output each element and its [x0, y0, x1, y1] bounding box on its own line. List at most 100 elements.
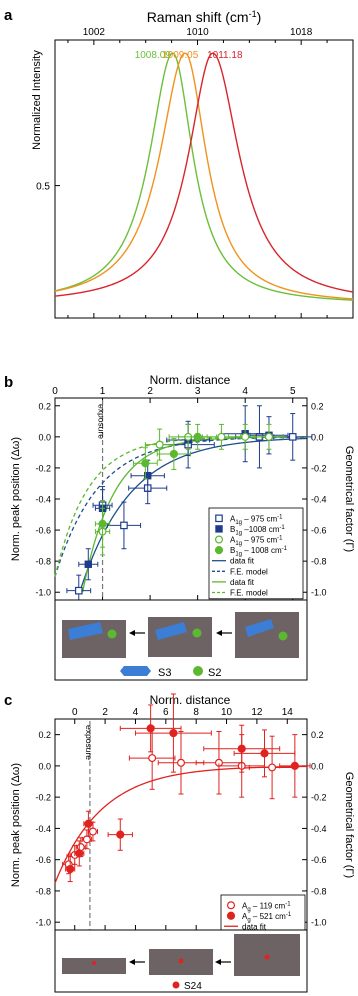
legend-box — [208, 507, 304, 600]
inset-b-s3-shape-1 — [68, 622, 103, 640]
legend-label: A1g – 975 cm-1 — [230, 514, 283, 526]
x-tick-label: 6 — [163, 707, 169, 718]
panel-b-ylabel-right: Geometrical factor (Γ) — [343, 446, 355, 552]
data-point — [241, 432, 250, 441]
panel-b: b Norm. distance Norm. peak position (Δω… — [4, 373, 355, 681]
data-point — [116, 830, 125, 839]
legend-label: data fit — [230, 578, 255, 587]
peak-label-1008.09: 1008.09 — [135, 50, 172, 61]
inset-c-arrow-1 — [129, 959, 145, 965]
legend-marker — [215, 535, 224, 544]
x-tick-label: 2 — [102, 707, 108, 718]
y-tick-label-right: -0.4 — [311, 824, 327, 834]
x-tick-label: 10 — [221, 707, 233, 718]
x-tick-label: 1 — [100, 386, 106, 397]
y-tick-label-right: -0.4 — [311, 495, 327, 505]
y-tick-label-left: 0.0 — [38, 761, 51, 771]
y-tick-label-right: -0.6 — [311, 855, 327, 865]
legend-label: A1g – 975 cm-1 — [230, 536, 283, 548]
inset-b-legend-s2-dot — [193, 666, 203, 676]
panel-c-ylabel-right: Geometrical factor (Γ) — [343, 772, 355, 878]
y-tick-label-left: 0.0 — [38, 432, 51, 442]
y-tick-label-left: 0.2 — [38, 730, 51, 740]
data-point — [169, 449, 178, 459]
y-tick-label: 0.5 — [36, 182, 50, 193]
data-point — [66, 864, 75, 874]
legend-marker — [215, 525, 223, 533]
inset-b-s2-dot-3 — [278, 631, 288, 641]
y-tick-label-right: 0.0 — [311, 432, 324, 442]
inset-c-dot-2 — [178, 958, 184, 964]
legend-label: B1g –1008 cm-1 — [230, 525, 285, 537]
inset-b-flake-3 — [235, 612, 299, 658]
data-point — [74, 586, 83, 595]
panel-c-letter: c — [4, 692, 12, 709]
legend-label: Ag – 521 cm-1 — [242, 912, 292, 924]
y-tick-label-right: -0.8 — [311, 886, 327, 896]
exposure-label: exposure — [97, 404, 107, 439]
panel-c-ylabel-left: Norm. peak position (Δω) — [10, 763, 22, 887]
inset-b-arrow-2 — [216, 630, 232, 636]
x-tick-label: 3 — [195, 386, 201, 397]
x-tick-label: 1002 — [83, 27, 106, 38]
data-point — [148, 754, 157, 763]
y-tick-label-right: 0.2 — [311, 730, 324, 740]
x-tick-label: 4 — [242, 386, 248, 397]
y-tick-label-right: -1.0 — [311, 918, 327, 928]
legend-label: data fit — [242, 922, 267, 931]
y-tick-label-left: -0.4 — [35, 495, 51, 505]
legend-label: Ag – 119 cm-1 — [242, 901, 291, 913]
panel-a-letter: a — [4, 7, 13, 24]
x-tick-label: 14 — [282, 707, 294, 718]
y-tick-label-left: -0.2 — [35, 463, 51, 473]
inset-b-arrow-1 — [129, 630, 145, 636]
y-tick-label-right: 0.0 — [311, 761, 324, 771]
panel-c-data-points — [62, 693, 311, 883]
x-tick-label: 0 — [72, 707, 78, 718]
inset-b-legend-s3-shape — [120, 666, 151, 676]
y-tick-label-right: -1.0 — [311, 588, 327, 598]
panel-b-top-axis-title: Norm. distance — [150, 373, 231, 387]
y-tick-label-right: -0.6 — [311, 526, 327, 536]
series-curve-1008.09 — [54, 52, 354, 301]
inset-b-s2-dot-1 — [107, 629, 117, 639]
y-tick-label-left: -0.2 — [35, 793, 51, 803]
y-tick-label-right: 0.2 — [311, 401, 324, 411]
x-tick-label: 0 — [52, 386, 58, 397]
panel-a-ticks: 1002 1010 1018 0.5 — [36, 27, 354, 318]
inset-b-legend-s3-label: S3 — [158, 667, 171, 679]
y-tick-label-left: -0.8 — [35, 886, 51, 896]
inset-c-flake-1 — [62, 958, 126, 974]
x-tick-label: 4 — [133, 707, 139, 718]
x-tick-label: 2 — [147, 386, 153, 397]
inset-c-legend-dot — [172, 981, 180, 989]
inset-b-legend-s2-label: S2 — [208, 667, 221, 679]
data-point — [98, 519, 107, 528]
data-point — [84, 560, 92, 568]
legend-label: F.E. model — [230, 567, 268, 576]
panel-c-top-axis-title: Norm. distance — [150, 693, 231, 707]
y-tick-label-left: -1.0 — [35, 918, 51, 928]
legend-label: B1g – 1008 cm-1 — [230, 546, 288, 558]
peak-label-1011.18: 1011.18 — [207, 50, 243, 61]
data-point — [237, 744, 246, 753]
data-point — [288, 433, 297, 441]
data-point — [169, 728, 178, 738]
data-point — [141, 459, 150, 468]
legend-marker — [214, 546, 224, 555]
inset-b-s2-dot-2 — [192, 628, 202, 638]
y-tick-label-left: -0.6 — [35, 855, 51, 865]
data-point — [75, 849, 84, 858]
data-point — [84, 819, 93, 828]
x-tick-label: 1018 — [290, 27, 313, 38]
panel-b-letter: b — [4, 374, 13, 391]
panel-c-inset-diagram: S24 — [62, 934, 300, 992]
panel-b-ylabel-left: Norm. peak position (Δω) — [10, 437, 22, 561]
data-point — [120, 521, 128, 530]
panel-a-curves — [54, 52, 354, 301]
inset-c-dot-3 — [264, 954, 270, 960]
data-point — [146, 724, 155, 733]
y-tick-label-right: -0.2 — [311, 463, 327, 473]
